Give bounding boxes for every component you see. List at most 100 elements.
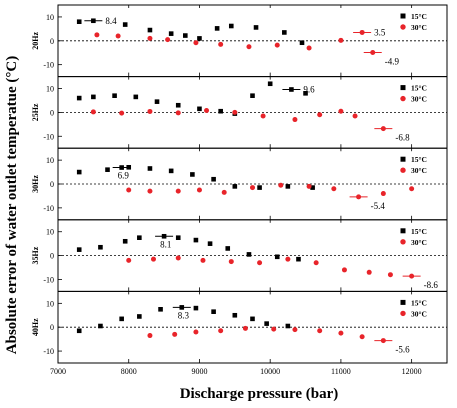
point-15c <box>310 185 315 190</box>
annotation-label: 8.1 <box>160 239 171 249</box>
point-15c <box>112 93 117 98</box>
panel-label: 25Hz <box>31 103 40 121</box>
y-tick-label: 0 <box>50 37 54 46</box>
point-30c <box>380 191 386 197</box>
point-30c <box>292 327 298 333</box>
point-15c <box>147 166 153 171</box>
point-15c <box>183 33 188 38</box>
point-15c <box>76 247 82 252</box>
point-15c <box>285 184 291 189</box>
y-tick-label: -10 <box>43 275 54 284</box>
point-15c <box>105 167 110 172</box>
point-15c <box>207 241 213 246</box>
y-tick-label: 10 <box>46 228 54 237</box>
point-15c <box>214 26 220 31</box>
legend-marker-15c <box>400 13 406 19</box>
panel-label: 35Hz <box>31 246 40 264</box>
point-15c <box>168 31 174 36</box>
y-tick-label: -10 <box>43 61 54 70</box>
point-15c <box>257 185 262 190</box>
point-15c <box>147 27 153 33</box>
panel-frame <box>57 147 448 221</box>
point-15c <box>211 176 216 182</box>
point-15c <box>267 81 273 87</box>
legend-label: 30°C <box>411 166 427 175</box>
point-15c <box>232 184 238 189</box>
point-30c <box>338 108 344 114</box>
point-30c <box>352 113 358 119</box>
point-30c <box>147 333 153 339</box>
point-15c <box>119 316 124 322</box>
point-30c <box>341 267 347 273</box>
point-15c <box>122 22 128 27</box>
panel-label: 20Hz <box>31 31 40 49</box>
point-30c <box>147 108 153 114</box>
panel-group: 10 0 -10 20Hz 15°C 30°C 8.4 3.5 -4.9 10 0 -10 25Hz 15… <box>31 4 448 376</box>
point-15c <box>250 316 255 322</box>
point-15c <box>98 323 103 329</box>
point-30c <box>221 189 227 195</box>
x-tick-label: 11000 <box>331 367 351 376</box>
point-30c <box>317 112 323 118</box>
point-15c <box>228 23 234 29</box>
point-15c <box>296 256 301 262</box>
panel-40Hz: 10 0 -10 7000 8000 9000 10000 11000 12000 40Hz 15°… <box>31 290 448 376</box>
legend-marker-30c <box>400 167 406 173</box>
y-axis-label: Absolute error of water outlet temperatu… <box>4 56 20 354</box>
point-15c <box>218 108 223 114</box>
point-30c <box>306 45 312 51</box>
panel-25Hz: 10 0 -10 25Hz 15°C 30°C 9.6 -6.8 <box>31 76 448 149</box>
point-15c <box>175 235 181 240</box>
point-30c <box>126 187 132 193</box>
point-30c <box>165 37 171 43</box>
legend-marker-15c <box>400 85 406 91</box>
y-tick-label: 10 <box>46 13 54 22</box>
point-30c <box>366 269 372 275</box>
annotation-label: -4.9 <box>385 56 400 66</box>
annotation-label: 8.3 <box>178 310 190 320</box>
point-15c <box>246 252 252 257</box>
annotation-label: 3.5 <box>374 27 386 37</box>
point-30c <box>306 183 312 189</box>
point-15c <box>137 314 142 319</box>
legend-label: 30°C <box>411 238 427 247</box>
point-15c <box>264 321 269 326</box>
annotation-label: -5.4 <box>371 201 386 211</box>
y-tick-label: -10 <box>43 347 54 356</box>
annotation-label: -6.8 <box>395 133 410 143</box>
point-15c <box>303 91 308 96</box>
annotation-label: -8.6 <box>424 280 439 290</box>
point-30c <box>331 186 337 192</box>
x-tick-label: 7000 <box>50 367 66 376</box>
point-30c <box>317 328 323 334</box>
point-30c <box>193 40 199 46</box>
point-30c <box>338 330 344 336</box>
point-30c <box>278 182 284 188</box>
point-15c <box>175 102 181 108</box>
point-30c <box>175 188 181 194</box>
legend-label: 15°C <box>411 12 427 21</box>
annotation-label: 6.9 <box>118 171 130 181</box>
y-tick-label: 0 <box>50 180 54 189</box>
point-15c <box>154 99 160 104</box>
point-15c <box>76 169 82 175</box>
point-30c <box>196 187 202 193</box>
point-30c <box>409 186 415 192</box>
legend-label: 30°C <box>411 95 427 104</box>
point-30c <box>147 188 153 194</box>
y-tick-label: 0 <box>50 323 54 332</box>
point-30c <box>218 328 224 334</box>
legend-marker-30c <box>400 239 406 245</box>
panel-frame <box>57 219 448 292</box>
point-15c <box>250 93 255 98</box>
panel-30Hz: 10 0 -10 30Hz 15°C 30°C 6.9 -5.4 <box>31 147 448 221</box>
point-15c <box>274 254 280 260</box>
panel-frame <box>57 290 448 364</box>
point-15c <box>285 323 291 329</box>
point-30c <box>260 113 266 119</box>
legend-marker-15c <box>400 299 406 305</box>
point-30c <box>172 331 178 337</box>
point-30c <box>150 256 156 262</box>
point-30c <box>242 325 248 331</box>
point-15c <box>211 309 216 314</box>
